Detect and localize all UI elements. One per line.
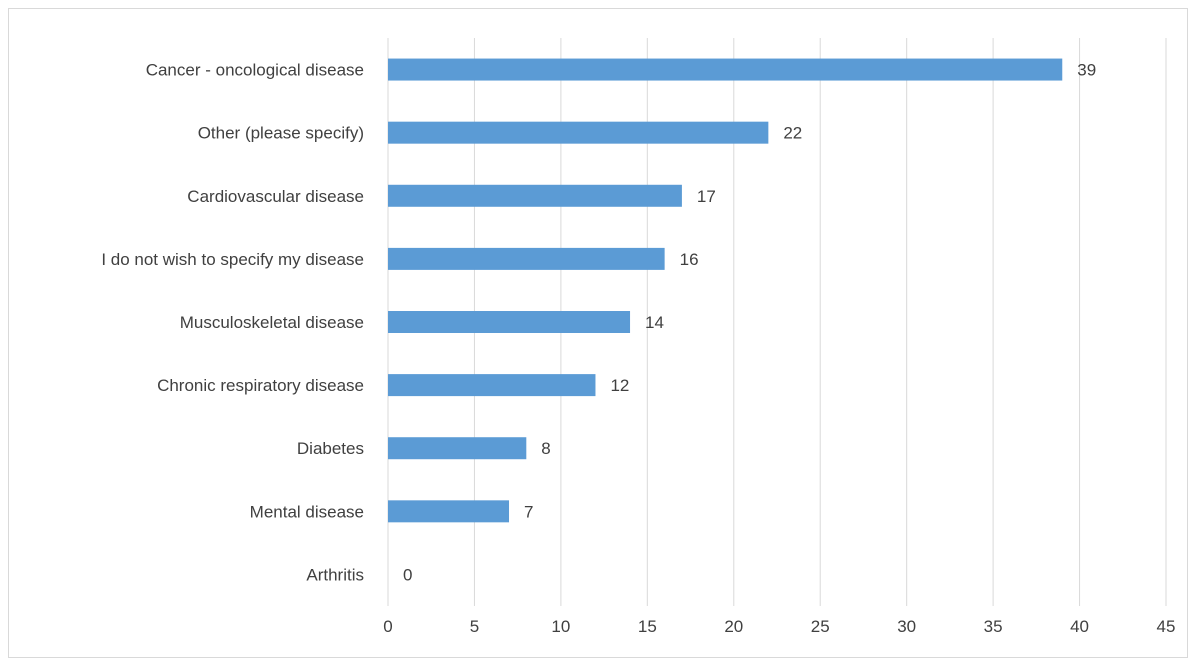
x-tick-label: 5	[470, 617, 479, 636]
bar	[388, 311, 631, 333]
data-label: 7	[524, 502, 533, 521]
category-label: Chronic respiratory disease	[157, 376, 364, 395]
data-label: 22	[783, 124, 802, 143]
category-label: Arthritis	[306, 565, 364, 584]
category-label: Other (please specify)	[198, 124, 364, 143]
data-label: 14	[645, 313, 664, 332]
category-label: Diabetes	[297, 439, 364, 458]
bar	[388, 247, 665, 270]
x-tick-label: 10	[551, 617, 570, 636]
bars	[388, 58, 1063, 523]
data-label: 17	[697, 187, 716, 206]
category-label: Musculoskeletal disease	[180, 313, 364, 332]
bar	[388, 437, 527, 460]
bar	[388, 121, 769, 144]
x-tick-label: 0	[383, 617, 392, 636]
bar	[388, 500, 510, 523]
data-label: 39	[1077, 61, 1096, 80]
data-label: 12	[610, 376, 629, 395]
data-label: 16	[680, 250, 699, 269]
category-label: I do not wish to specify my disease	[101, 250, 364, 269]
category-label: Mental disease	[250, 502, 364, 521]
x-tick-label: 35	[984, 617, 1003, 636]
bar	[388, 374, 596, 397]
labels: 0 5 10 15 20 25 30 35 40 45 Cancer - oncological d…	[101, 61, 1175, 636]
x-tick-label: 25	[811, 617, 830, 636]
data-label: 8	[541, 439, 550, 458]
bar	[388, 58, 1063, 81]
bar	[388, 184, 682, 207]
x-tick-label: 45	[1157, 617, 1176, 636]
data-label: 0	[403, 565, 412, 584]
category-label: Cardiovascular disease	[187, 187, 364, 206]
category-label: Cancer - oncological disease	[146, 61, 364, 80]
x-tick-label: 40	[1070, 617, 1089, 636]
x-tick-label: 15	[638, 617, 657, 636]
x-tick-label: 30	[897, 617, 916, 636]
x-tick-label: 20	[724, 617, 743, 636]
